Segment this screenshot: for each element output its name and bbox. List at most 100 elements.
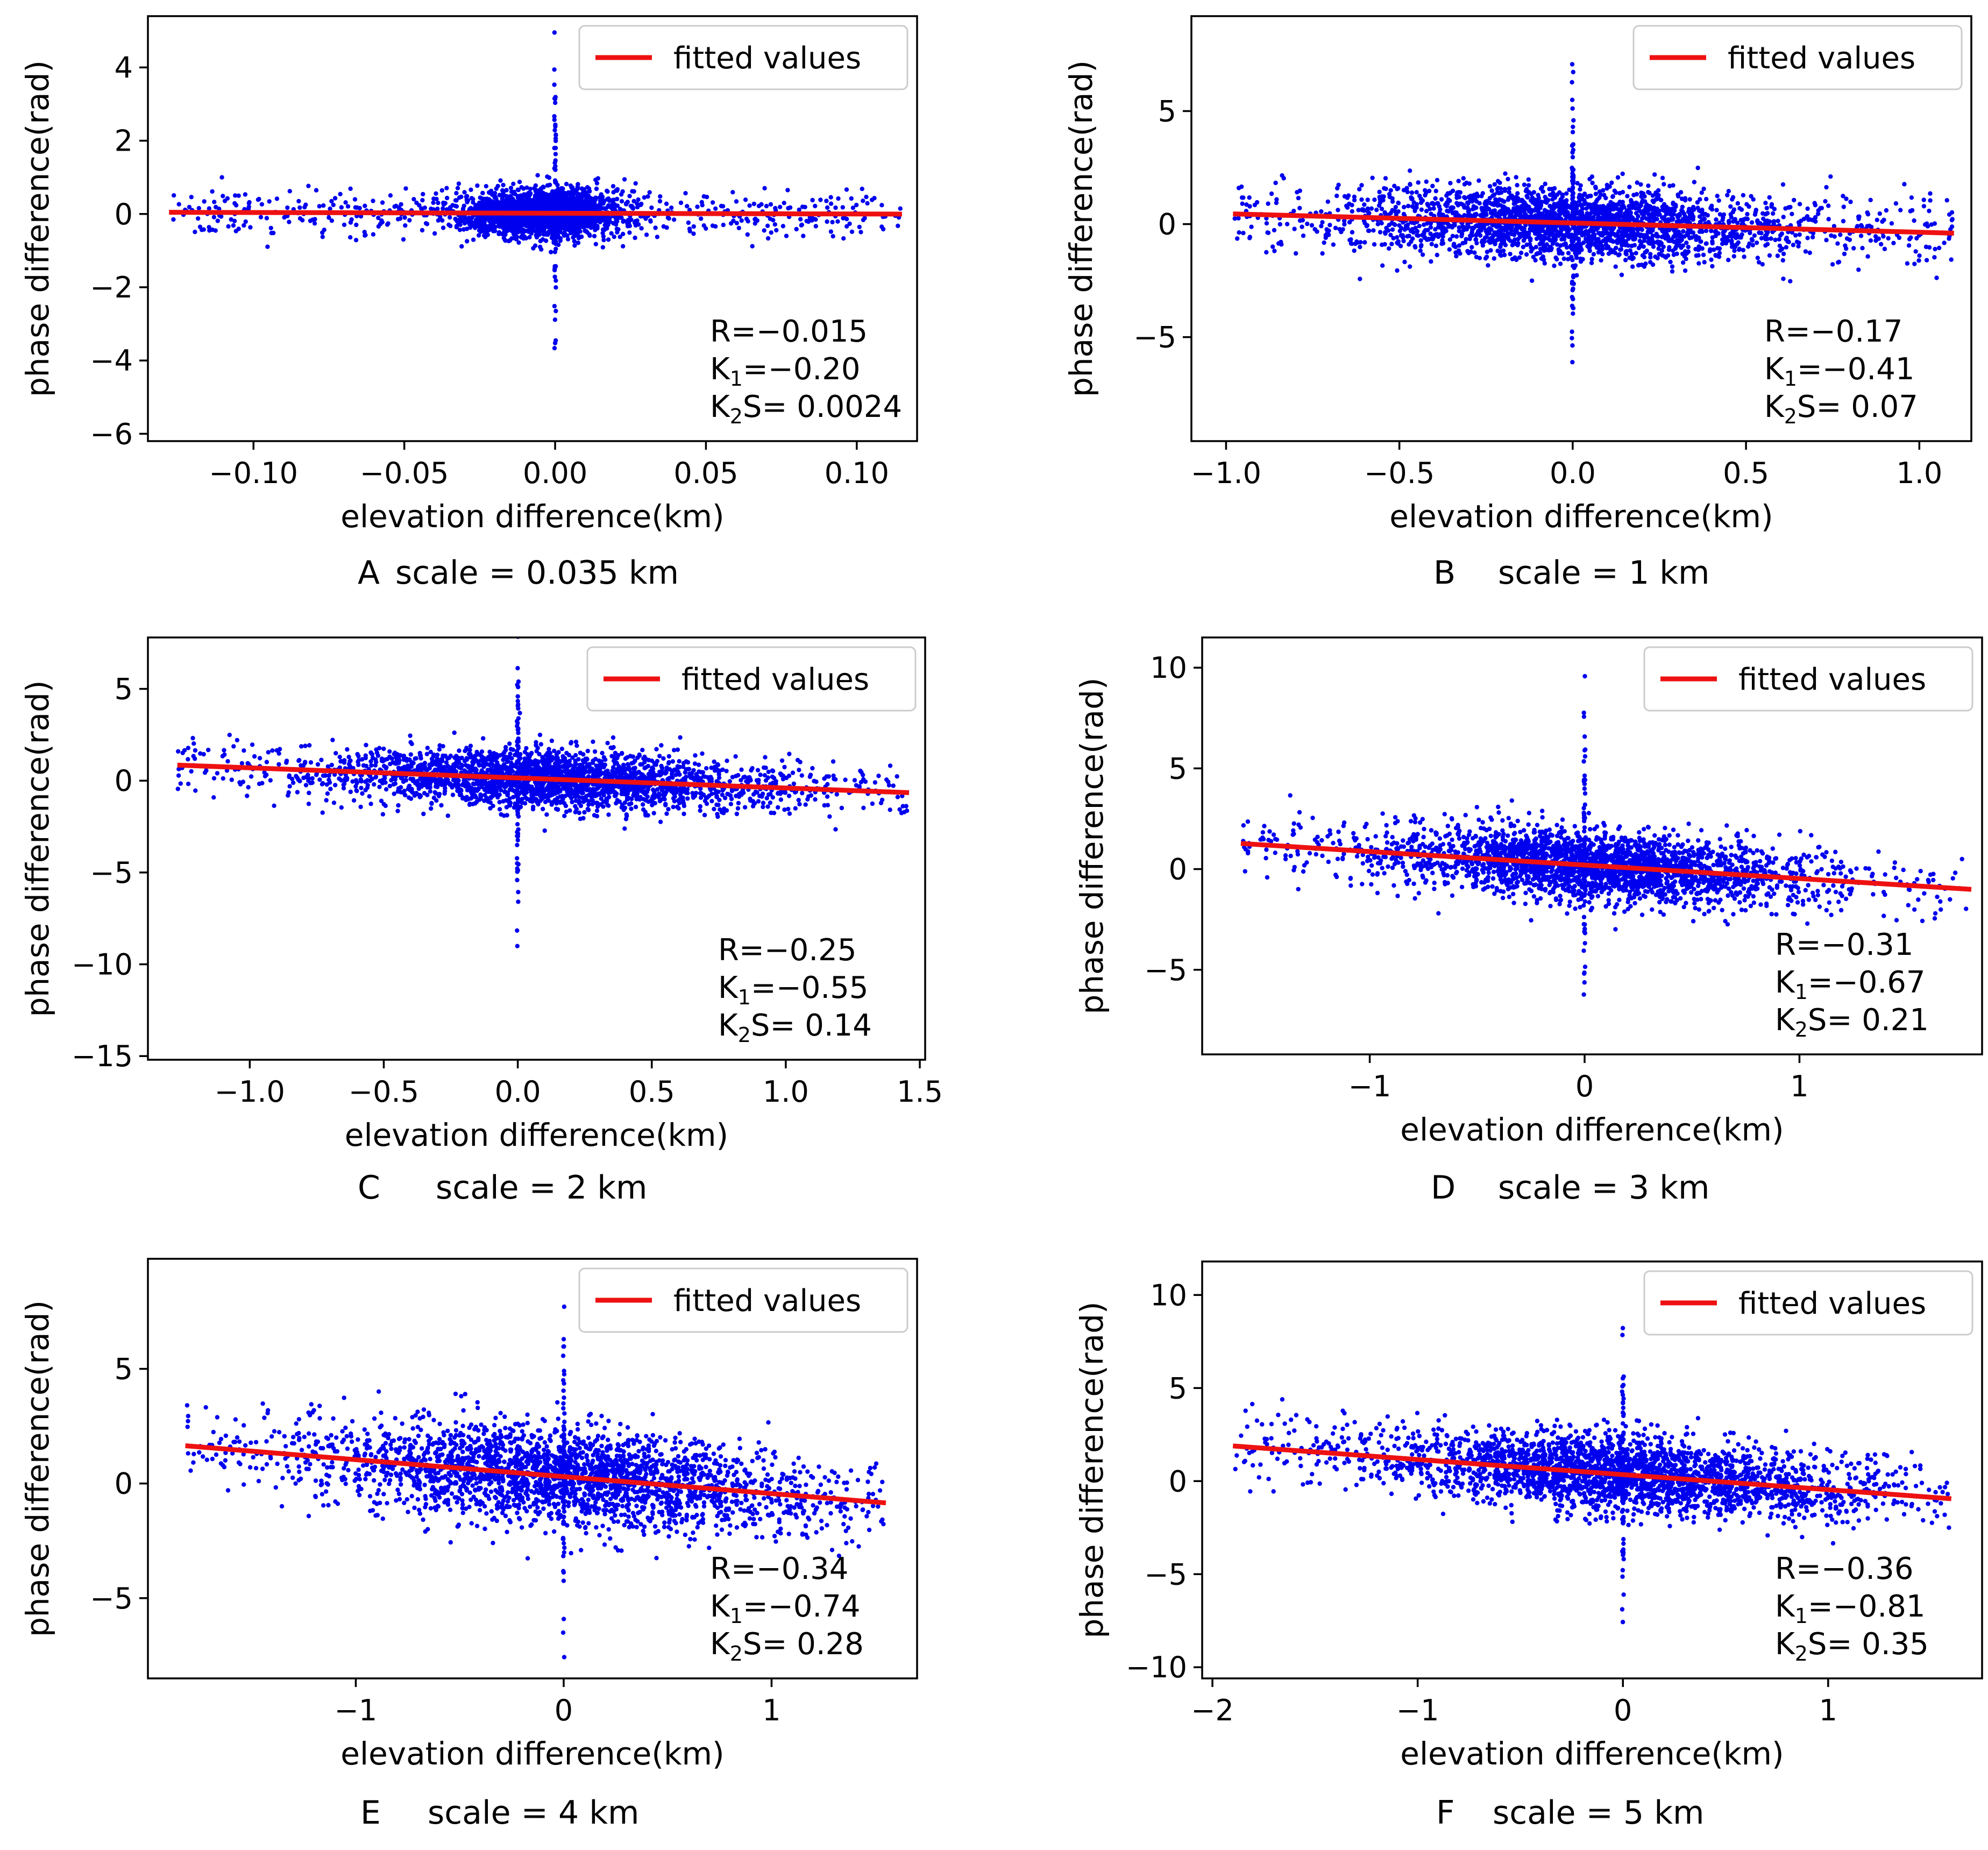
x-tick-label: 1 [762,1693,780,1727]
legend: fitted values [1643,646,1973,712]
y-tick-label: 0 [1169,1464,1187,1498]
panel-b: −1.0 −0.5 0.0 0.5 1.0 −5 0 5 elevation differenc… [1063,15,1972,592]
axes-frame [1201,1260,1983,1679]
stat-k1: K1=−0.55 [718,970,868,1009]
fitted-line [1233,211,1954,236]
legend-label: fitted values [681,662,869,697]
y-tick-label: 10 [1150,1278,1187,1312]
y-tick-label: 5 [1169,1371,1187,1405]
legend-box [586,646,917,712]
x-tick-label: −0.10 [209,456,298,490]
stat-r: R=−0.34 [710,1551,848,1586]
legend: fitted values [1632,25,1963,90]
legend-label: fitted values [1738,662,1926,697]
panel-caption-letter: C [358,1169,380,1207]
axes-frame [1201,636,1983,1055]
y-tick-label: −4 [90,344,133,378]
scatter-point-cloud [184,1304,886,1660]
panel-d: −1 0 1 −5 0 5 10 elevation difference(km) phase … [1074,636,1983,1207]
legend: fitted values [1643,1270,1973,1336]
x-tick-label: 0 [1614,1693,1632,1727]
panel-a: −0.10 −0.05 0.00 0.05 0.10 −6 −4 −2 0 2 4 elevation… [19,15,918,592]
stat-k2s: K2S= 0.14 [718,1008,872,1047]
scatter-points [1232,62,1955,365]
x-tick-label: −1.0 [1191,456,1261,490]
stat-r: R=−0.25 [718,933,856,968]
y-tick-label: −2 [90,271,133,304]
stat-k2s: K2S= 0.21 [1775,1003,1929,1041]
x-tick-label: −1 [1348,1069,1391,1103]
scatter-points [171,30,903,351]
legend-box [578,1267,908,1333]
x-tick-label: 0.05 [673,456,738,490]
fitted-line [185,1443,886,1506]
scatter-points [1233,1326,1951,1625]
panel-caption-scale: scale = 2 km [436,1169,647,1207]
panel-caption-letter: F [1436,1794,1455,1832]
y-tick-label: 0 [1169,853,1187,887]
panel-caption-scale: scale = 5 km [1493,1794,1704,1832]
fitted-line [177,762,910,796]
stat-r: R=−0.17 [1764,314,1902,349]
legend-label: fitted values [1728,41,1915,76]
y-axis-label: phase difference(rad) [1074,677,1110,1014]
x-tick-label: 0.00 [523,456,587,490]
y-tick-label: 5 [1169,752,1187,785]
legend: fitted values [578,25,908,90]
stat-k2s: K2S= 0.0024 [710,389,902,428]
x-tick-label: 0 [555,1693,573,1727]
scatter-point-cloud [1241,674,1969,997]
y-axis-label: phase difference(rad) [19,60,56,397]
legend-label: fitted values [673,41,861,76]
stat-k1: K1=−0.20 [710,352,860,391]
x-tick-label: −1 [1396,1693,1439,1727]
axes-frame [147,1258,918,1679]
fitted-line [1240,841,1972,892]
y-axis-label: phase difference(rad) [19,1300,56,1637]
stat-r: R=−0.015 [710,314,868,349]
y-tick-label: 2 [115,124,133,158]
x-tick-label: −0.5 [349,1075,419,1109]
legend-box [1643,646,1973,712]
y-axis-label: phase difference(rad) [1074,1301,1110,1638]
panel-caption-scale: scale = 1 km [1498,554,1709,592]
y-tick-label: −6 [90,417,133,451]
x-axis-label: elevation difference(km) [1389,498,1773,535]
y-tick-label: 5 [115,1352,133,1386]
y-tick-label: −10 [1126,1650,1187,1684]
axes-frame [147,15,918,442]
axes-frame [147,636,926,1061]
x-axis-label: elevation difference(km) [340,1735,724,1772]
x-tick-label: 1 [1790,1069,1808,1103]
x-tick-label: 0.0 [1550,456,1596,490]
stat-r: R=−0.31 [1775,927,1913,962]
x-tick-label: −0.05 [360,456,449,490]
stat-r: R=−0.36 [1775,1551,1913,1586]
panel-caption-letter: D [1431,1169,1456,1207]
x-tick-label: 1.5 [897,1075,943,1109]
scatter-point-cloud [171,30,903,351]
legend-label: fitted values [673,1284,861,1319]
y-axis-label: phase difference(rad) [1063,60,1099,397]
x-tick-label: 0.10 [825,456,889,490]
y-tick-label: 0 [1158,208,1176,242]
legend-box [1632,25,1963,90]
x-tick-label: −0.5 [1364,456,1435,490]
x-tick-label: 1 [1819,1693,1837,1727]
stat-k1: K1=−0.81 [1775,1589,1925,1628]
scatter-point-cloud [1232,62,1955,365]
y-tick-label: 10 [1150,651,1187,685]
x-axis-label: elevation difference(km) [1400,1735,1784,1772]
scatter-points [184,1304,886,1660]
legend-label: fitted values [1738,1286,1926,1321]
x-tick-label: 0.5 [1723,456,1769,490]
stat-k2s: K2S= 0.07 [1764,389,1918,428]
y-tick-label: 0 [115,1467,133,1501]
panel-caption-letter: A [358,554,380,592]
y-tick-label: 0 [115,197,133,231]
legend-box [578,25,908,90]
y-tick-label: 5 [115,672,133,706]
x-tick-label: 0 [1575,1069,1594,1103]
